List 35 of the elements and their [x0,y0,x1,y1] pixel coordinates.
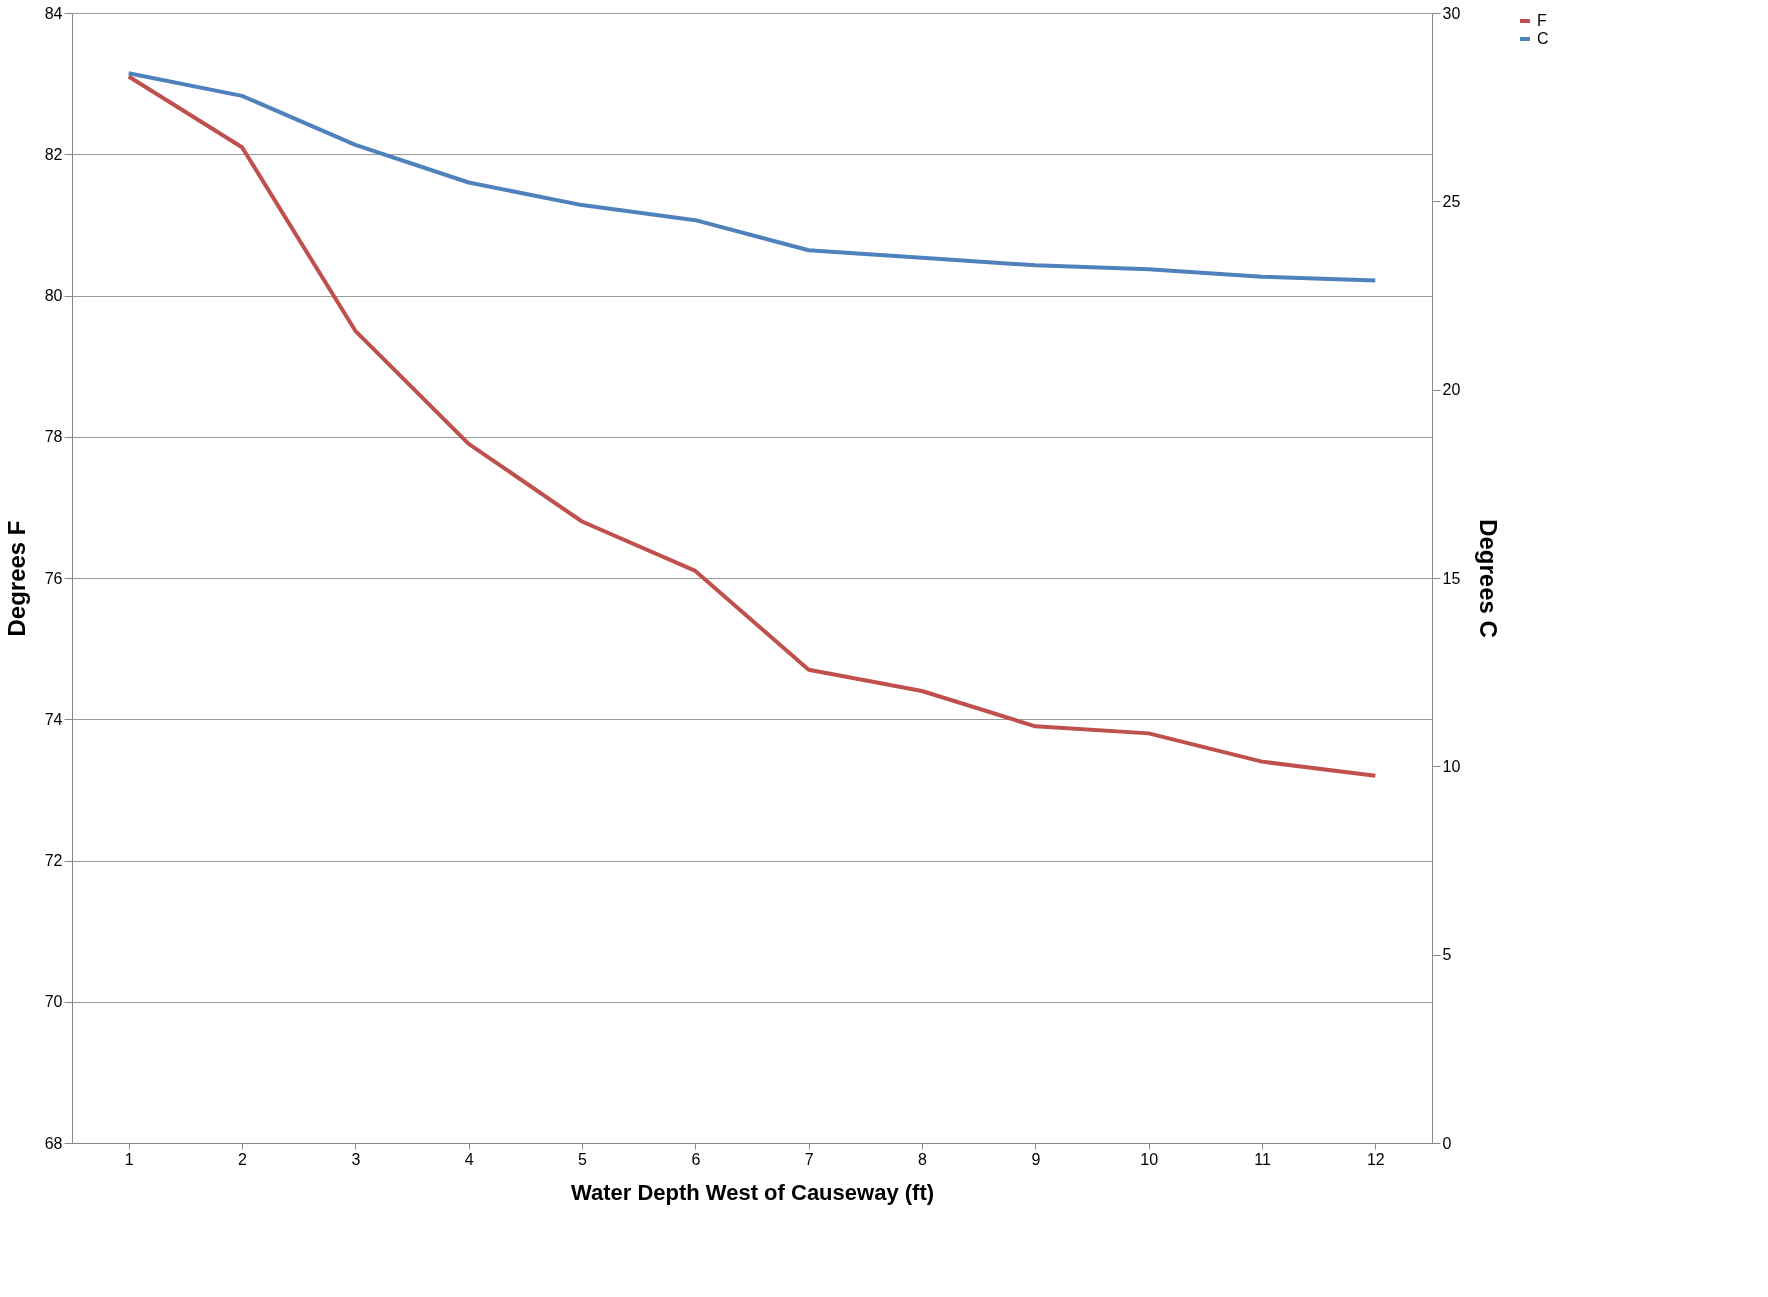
y2-tick-label: 25 [1442,192,1461,210]
y-tick-label: 82 [44,145,63,163]
x-tick-label: 1 [124,1150,134,1168]
x-tick-label: 6 [691,1150,701,1168]
y-tick-label: 70 [44,993,63,1011]
line-series [126,74,1378,778]
y2-tick-label: 5 [1442,946,1452,964]
y2-tick-label: 20 [1442,381,1461,399]
x-tick-label: 8 [918,1150,928,1168]
y-tick-label: 68 [44,1134,63,1152]
legend-label: F [1537,12,1547,29]
y2-axis-title: Degrees C [1475,519,1503,638]
x-tick-label: 3 [351,1150,361,1168]
legend-label: C [1537,30,1549,47]
x-tick-label: 5 [578,1150,588,1168]
y-tick-label: 80 [44,287,63,304]
x-tick-label: 4 [464,1150,474,1168]
y-tick-label: 74 [44,710,63,728]
y-tick-label: 76 [44,569,63,587]
x-tick-label: 2 [238,1150,248,1168]
x-axis-title: Water Depth West of Causeway (ft) [570,1179,935,1205]
y2-tick-label: 15 [1442,569,1461,587]
y-tick-label: 78 [44,428,63,446]
y-tick-label: 84 [44,4,63,22]
x-tick-label: 11 [1254,1150,1271,1168]
y2-tick-label: 10 [1442,757,1461,775]
x-tick-label: 9 [1031,1150,1041,1168]
y-axis-title: Degrees F [2,520,30,637]
x-tick-label: 10 [1140,1150,1159,1168]
line-series [126,71,1378,283]
y2-tick-label: 0 [1442,1134,1452,1152]
y-tick-label: 72 [44,852,63,869]
y2-tick-label: 30 [1442,4,1461,22]
x-tick-label: 7 [804,1150,814,1168]
x-tick-label: 12 [1366,1150,1385,1168]
